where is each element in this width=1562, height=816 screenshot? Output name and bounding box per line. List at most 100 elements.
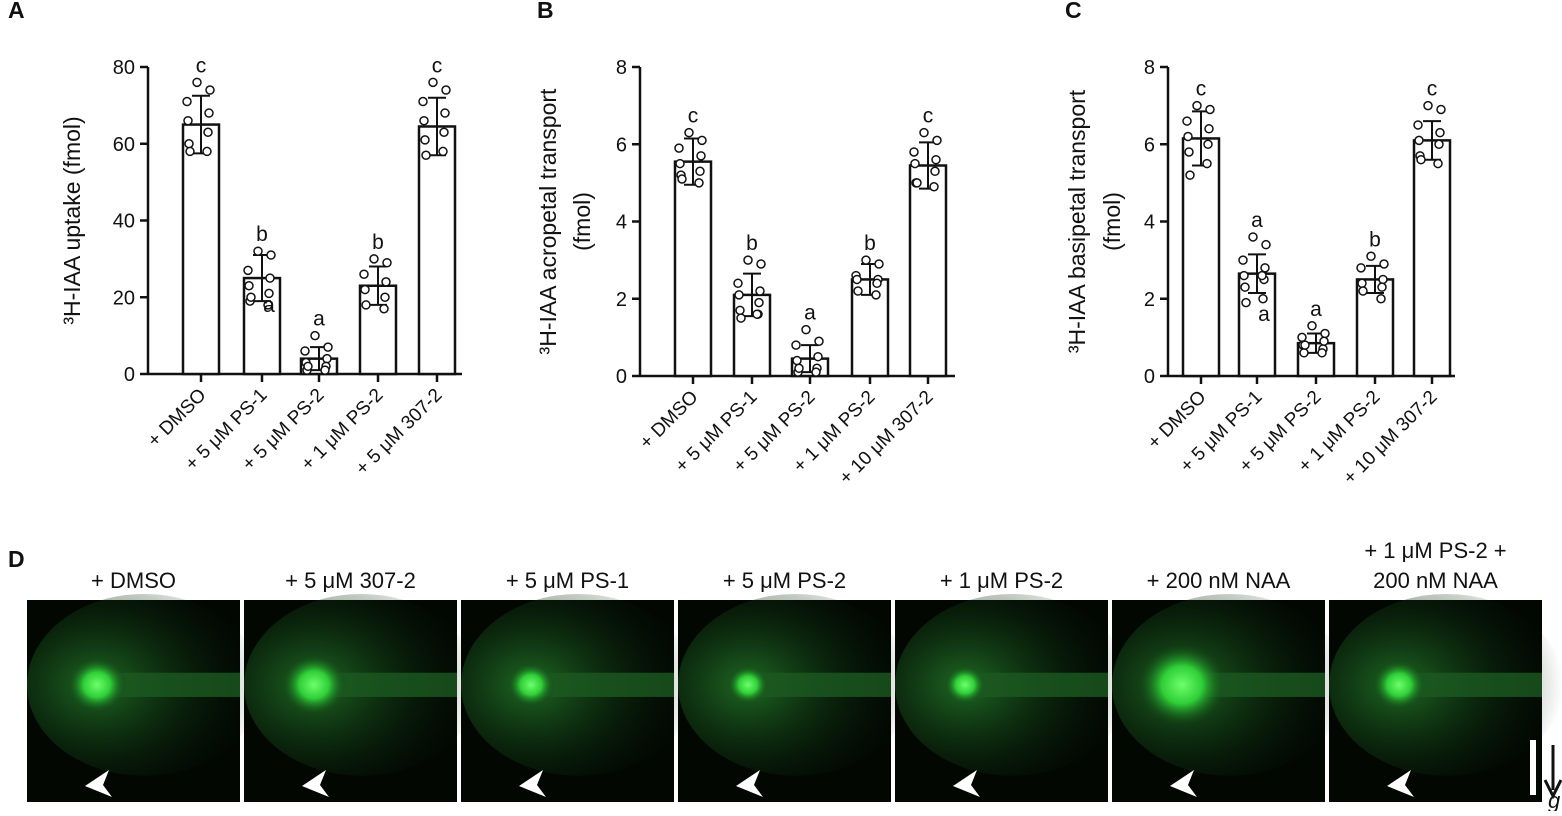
- data-point: [909, 147, 919, 157]
- data-point: [263, 300, 273, 310]
- arrowhead: [302, 770, 329, 797]
- data-point: [1377, 282, 1387, 292]
- data-point: [874, 259, 884, 269]
- y-tick-label: 8: [1144, 57, 1155, 79]
- data-point: [1241, 297, 1251, 308]
- y-tick-label: 80: [113, 57, 135, 79]
- data-point: [1435, 127, 1445, 138]
- image-label: + 1 μM PS-2: [940, 568, 1063, 593]
- data-point: [813, 351, 823, 362]
- data-point: [184, 139, 194, 149]
- data-point: [205, 85, 215, 95]
- auxin-signal: [507, 662, 555, 708]
- significance-letter: a: [1310, 298, 1322, 321]
- significance-letter: b: [864, 232, 876, 255]
- data-point: [743, 255, 753, 265]
- y-tick-label: 40: [113, 211, 135, 233]
- y-tick-label: 20: [113, 287, 135, 309]
- auxin-signal: [281, 654, 347, 716]
- micrograph: [1112, 593, 1347, 802]
- image-label: + 5 μM PS-2: [723, 568, 846, 593]
- data-point: [441, 85, 451, 95]
- data-point: [853, 286, 863, 296]
- data-point: [912, 178, 922, 188]
- data-point: [361, 300, 371, 310]
- significance-letter: c: [688, 105, 699, 128]
- data-point: [852, 274, 862, 285]
- data-point: [420, 135, 430, 145]
- data-point: [1299, 348, 1309, 358]
- data-point: [243, 265, 253, 276]
- data-point: [1416, 154, 1426, 165]
- data-point: [369, 254, 379, 264]
- data-point: [814, 336, 824, 346]
- micrograph: [461, 593, 696, 802]
- data-point: [381, 277, 391, 287]
- data-point: [695, 166, 705, 177]
- data-point: [791, 340, 801, 350]
- arrowhead: [953, 770, 980, 797]
- auxin-signal: [1137, 642, 1227, 727]
- data-point: [1192, 100, 1202, 111]
- data-point: [303, 361, 313, 372]
- data-point: [735, 305, 745, 316]
- data-point: [1297, 332, 1307, 343]
- y-axis-label: ³H-IAA acropetal transport: [535, 88, 561, 355]
- significance-letter: a: [263, 294, 275, 317]
- data-point: [266, 250, 276, 260]
- bar: [181, 123, 221, 376]
- data-point: [1356, 263, 1366, 273]
- data-point: [203, 127, 213, 137]
- data-point: [1239, 270, 1249, 281]
- data-point: [910, 158, 920, 169]
- data-point: [872, 278, 882, 289]
- bar: [673, 160, 713, 378]
- error-bar: [1248, 253, 1266, 294]
- panel-letter: B: [537, 0, 554, 23]
- data-point: [264, 288, 274, 299]
- image-label: 200 nM NAA: [1373, 568, 1498, 593]
- data-point: [674, 143, 684, 153]
- data-point: [696, 151, 706, 161]
- data-point: [322, 353, 332, 364]
- significance-letter: a: [1251, 209, 1263, 232]
- data-point: [1261, 239, 1271, 250]
- data-point: [801, 324, 811, 335]
- data-point: [932, 135, 942, 146]
- data-point: [1307, 321, 1317, 331]
- scale-bar: [1530, 740, 1536, 795]
- data-point: [1183, 131, 1193, 142]
- y-tick-label: 8: [616, 57, 627, 79]
- auxin-signal: [944, 665, 986, 705]
- significance-letter: c: [923, 105, 934, 128]
- y-tick-label: 2: [616, 289, 627, 311]
- y-tick-label: 0: [124, 364, 135, 386]
- data-point: [756, 259, 766, 269]
- data-point: [300, 346, 310, 356]
- data-point: [1203, 139, 1213, 149]
- data-point: [244, 280, 254, 291]
- data-point: [204, 108, 214, 118]
- data-point: [428, 77, 438, 88]
- data-point: [1185, 170, 1195, 180]
- data-point: [1366, 251, 1376, 262]
- data-point: [1248, 232, 1258, 242]
- significance-letter: b: [1369, 228, 1381, 251]
- data-point: [1358, 286, 1368, 296]
- data-point: [182, 96, 192, 107]
- data-point: [1238, 255, 1248, 265]
- data-point: [1378, 274, 1388, 285]
- panel-letter: D: [8, 546, 25, 572]
- data-point: [675, 158, 685, 169]
- data-point: [380, 292, 390, 302]
- micrograph: [26, 593, 262, 802]
- data-point: [1202, 158, 1212, 169]
- data-point: [931, 154, 941, 165]
- significance-letter: b: [746, 232, 758, 255]
- data-point: [320, 365, 330, 375]
- significance-letter: c: [1427, 78, 1438, 101]
- data-point: [754, 297, 764, 308]
- data-point: [1257, 270, 1267, 281]
- data-point: [1317, 348, 1327, 358]
